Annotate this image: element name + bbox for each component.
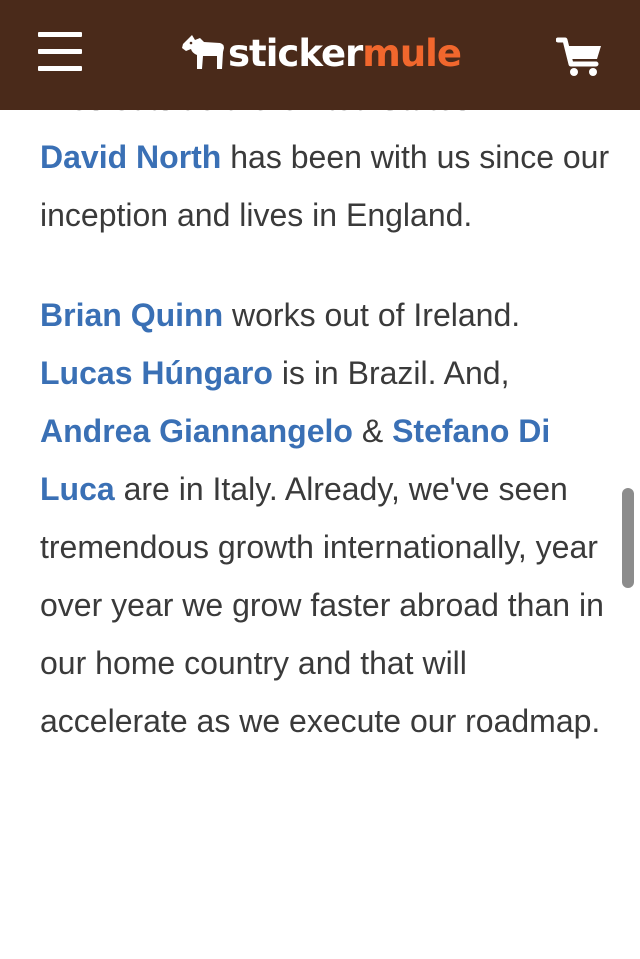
logo-text-mule: mule xyxy=(362,31,462,75)
link-david-north[interactable]: David North xyxy=(40,139,222,175)
article-paragraphs: David North has been with us since our i… xyxy=(40,128,610,792)
paragraph-2-text-4: are in Italy. Already, we've seen tremen… xyxy=(40,471,604,739)
logo-wordmark: stickermule xyxy=(228,31,462,75)
paragraph-2-text-3: & xyxy=(352,413,393,449)
hamburger-menu-icon[interactable] xyxy=(38,32,82,72)
shopping-cart-icon[interactable] xyxy=(556,36,604,78)
article-paragraph-1: David North has been with us since our i… xyxy=(40,128,610,244)
logo-text-sticker: sticker xyxy=(228,31,363,75)
paragraph-2-text-2: is in Brazil. And, xyxy=(272,355,510,391)
stickermule-logo[interactable]: stickermule xyxy=(180,28,462,78)
site-header: stickermule xyxy=(0,0,640,110)
link-lucas-hungaro[interactable]: Lucas Húngaro xyxy=(40,355,273,391)
mule-logo-icon xyxy=(182,35,224,69)
article-paragraph-2: Brian Quinn works out of Ireland. Lucas … xyxy=(40,286,610,750)
link-andrea-giannangelo[interactable]: Andrea Giannangelo xyxy=(40,413,353,449)
paragraph-1-text: has been with us since our inception and… xyxy=(40,139,610,233)
link-stefano-di-luca[interactable]: Stefano Di Luca xyxy=(40,413,551,507)
paragraph-2-text-1: works out of Ireland. xyxy=(223,297,521,333)
link-brian-quinn[interactable]: Brian Quinn xyxy=(40,297,224,333)
scrollbar-thumb[interactable] xyxy=(622,488,634,588)
